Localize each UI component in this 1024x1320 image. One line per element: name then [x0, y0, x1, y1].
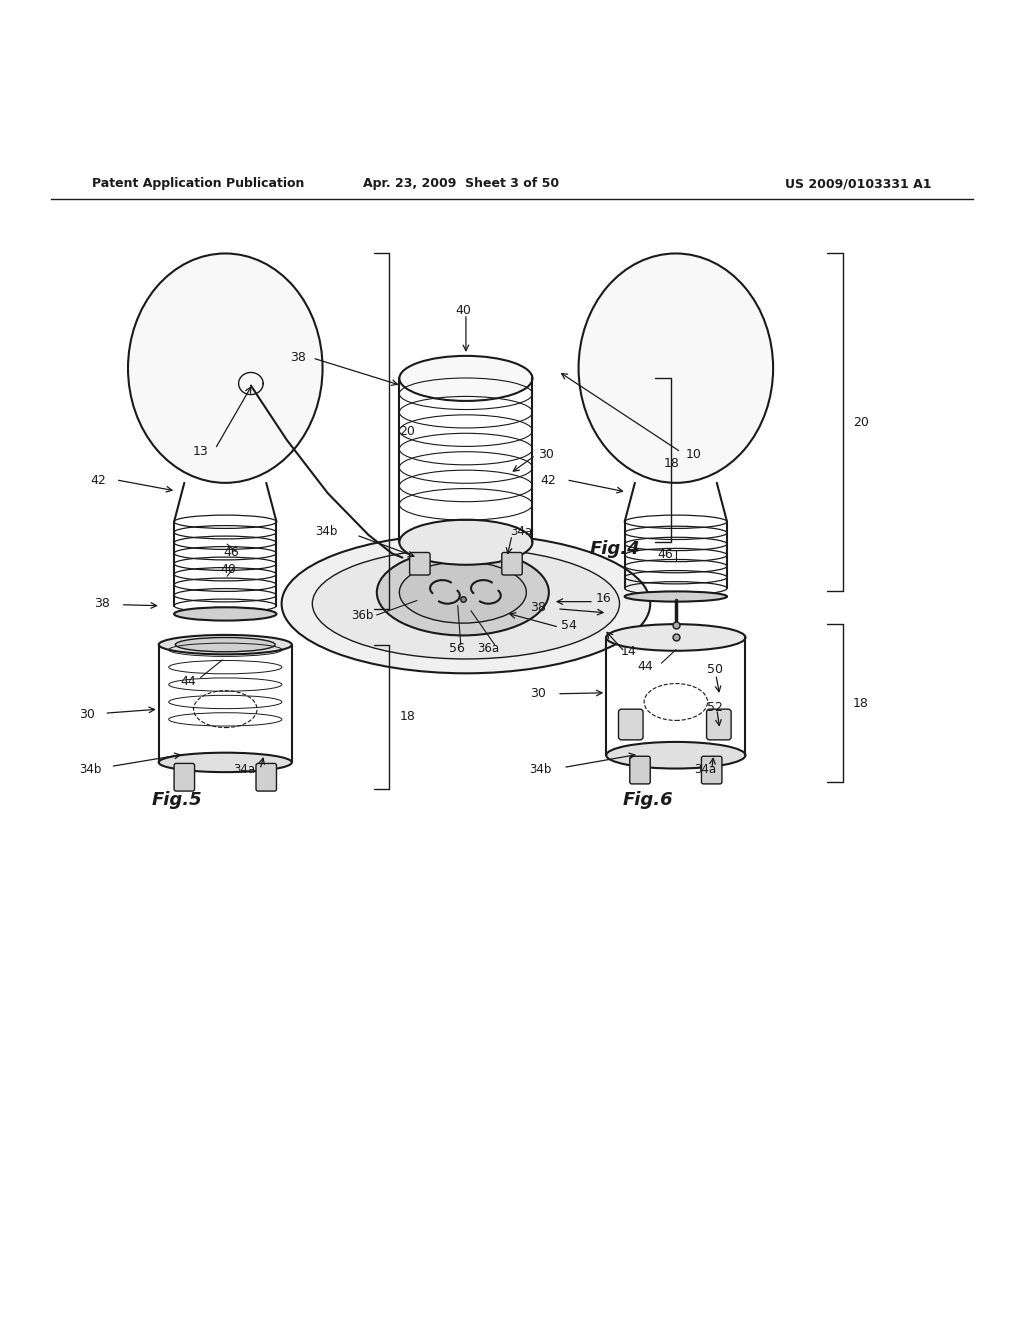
Text: Fig.6: Fig.6 — [623, 792, 673, 809]
Text: 16: 16 — [596, 591, 611, 605]
FancyBboxPatch shape — [707, 709, 731, 741]
Ellipse shape — [606, 742, 745, 768]
Text: 34a: 34a — [233, 763, 256, 776]
Text: 34b: 34b — [315, 525, 338, 539]
Text: 34a: 34a — [694, 763, 717, 776]
Text: 36a: 36a — [477, 642, 500, 655]
Polygon shape — [239, 372, 263, 395]
Ellipse shape — [399, 562, 526, 623]
Text: 34b: 34b — [79, 763, 101, 776]
Ellipse shape — [159, 752, 292, 772]
Text: 38: 38 — [290, 351, 306, 364]
Text: Fig.4: Fig.4 — [590, 540, 640, 557]
Text: 44: 44 — [180, 675, 196, 688]
Ellipse shape — [312, 548, 620, 659]
Ellipse shape — [282, 535, 650, 673]
Text: Fig.5: Fig.5 — [152, 792, 202, 809]
Text: 14: 14 — [621, 645, 636, 657]
Ellipse shape — [579, 253, 773, 483]
FancyBboxPatch shape — [630, 756, 650, 784]
Text: 54: 54 — [561, 619, 578, 632]
Text: 50: 50 — [707, 664, 723, 676]
Ellipse shape — [159, 635, 292, 655]
Ellipse shape — [128, 253, 323, 483]
Text: 34b: 34b — [529, 763, 552, 776]
Text: 42: 42 — [90, 474, 105, 487]
Text: 30: 30 — [79, 709, 95, 721]
Ellipse shape — [625, 591, 727, 602]
Text: 30: 30 — [530, 686, 547, 700]
Ellipse shape — [399, 520, 532, 565]
FancyBboxPatch shape — [502, 553, 522, 576]
FancyBboxPatch shape — [410, 553, 430, 576]
Text: Patent Application Publication: Patent Application Publication — [92, 177, 304, 190]
Text: US 2009/0103331 A1: US 2009/0103331 A1 — [785, 177, 932, 190]
Ellipse shape — [399, 356, 532, 401]
Text: 42: 42 — [541, 474, 556, 487]
Text: 18: 18 — [399, 710, 416, 723]
Text: 40: 40 — [456, 304, 472, 317]
Text: 46: 46 — [223, 545, 239, 558]
Ellipse shape — [175, 638, 275, 652]
Text: 30: 30 — [538, 449, 554, 461]
Ellipse shape — [606, 624, 745, 651]
Text: 18: 18 — [664, 458, 680, 470]
Text: 20: 20 — [853, 416, 869, 429]
Text: 20: 20 — [399, 425, 416, 438]
Text: 38: 38 — [530, 601, 547, 614]
Text: 44: 44 — [637, 660, 652, 673]
Text: 38: 38 — [94, 597, 111, 610]
FancyBboxPatch shape — [701, 756, 722, 784]
Text: 46: 46 — [657, 548, 673, 561]
FancyBboxPatch shape — [618, 709, 643, 741]
Text: 36b: 36b — [351, 609, 374, 622]
Text: 18: 18 — [853, 697, 869, 710]
FancyBboxPatch shape — [256, 763, 276, 791]
Text: Apr. 23, 2009  Sheet 3 of 50: Apr. 23, 2009 Sheet 3 of 50 — [362, 177, 559, 190]
Text: 13: 13 — [193, 445, 208, 458]
Text: 56: 56 — [449, 642, 465, 655]
Ellipse shape — [174, 607, 276, 620]
Ellipse shape — [377, 549, 549, 635]
FancyBboxPatch shape — [174, 763, 195, 791]
Text: 10: 10 — [686, 449, 702, 461]
Text: 52: 52 — [707, 701, 723, 714]
Text: 40: 40 — [220, 562, 237, 576]
Text: 34a: 34a — [510, 525, 532, 539]
